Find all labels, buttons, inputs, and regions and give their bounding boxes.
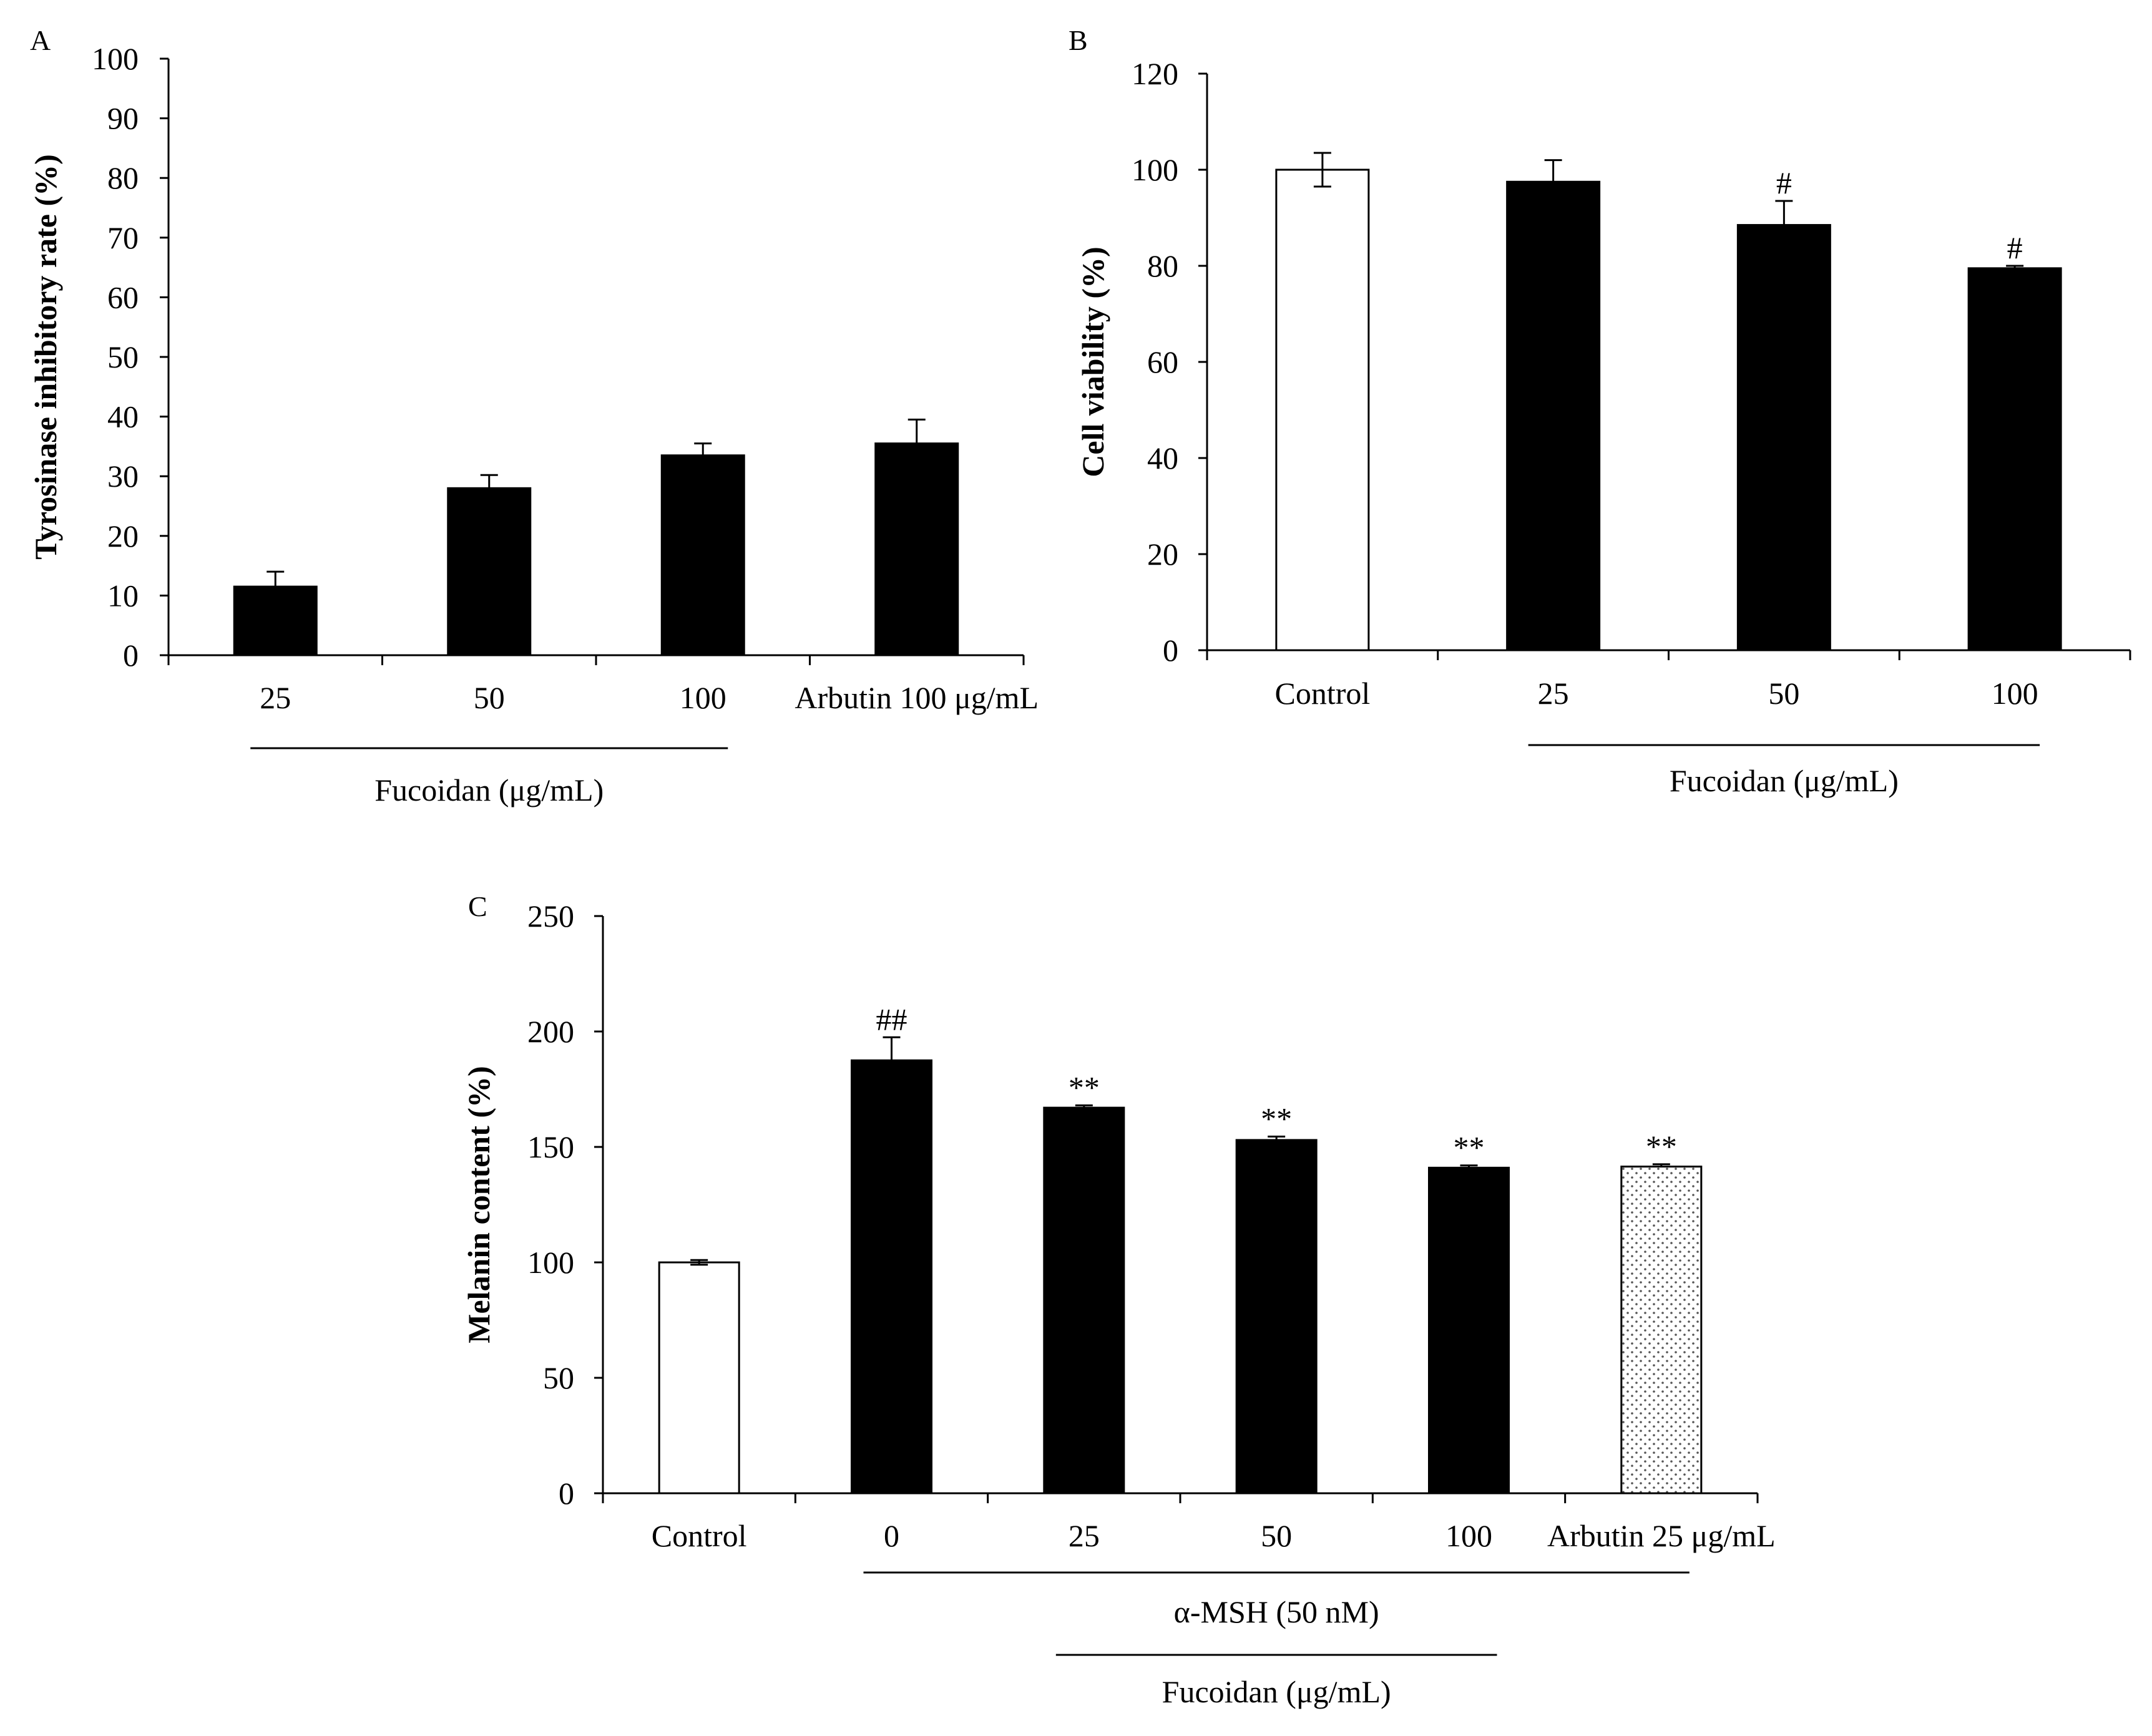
panel-b-ytick-label: 80 (1147, 248, 1178, 283)
panel-a-ytick-label: 60 (107, 280, 139, 315)
panel-c-bar (1620, 1165, 1703, 1495)
panel-c-group-label: Fucoidan (μg/mL) (1162, 1674, 1391, 1709)
panel-c-group-label: α-MSH (50 nM) (1174, 1594, 1379, 1629)
panel-b-ytick-label: 40 (1147, 441, 1178, 475)
panel-a-ytick-label: 0 (123, 638, 139, 673)
panel-b-ytick-label: 0 (1163, 633, 1178, 668)
panel-b-bar (1275, 168, 1370, 651)
panel-c-category-label: 50 (1261, 1518, 1292, 1553)
panel-c-significance-label: ** (1454, 1130, 1485, 1165)
panel-c-ytick-label: 200 (527, 1014, 574, 1049)
panel-c-ytick-label: 250 (527, 899, 574, 934)
panel-b-significance-label: # (1776, 165, 1792, 200)
panel-b-ytick-label: 20 (1147, 537, 1178, 572)
panel-a-ytick-label: 90 (107, 101, 139, 136)
panel-a-y-axis-label: Tyrosinase inhibitory rate (%) (28, 154, 63, 560)
panel-a-bar (233, 585, 318, 656)
panel-c-bar (851, 1059, 932, 1495)
panel-b-chart: B 0 20 40 60 80 100 120 Cell viability (%) Contro… (1069, 24, 2131, 798)
panel-b-y-axis-label: Cell viability (%) (1075, 246, 1110, 477)
panel-c-category-label: 0 (884, 1518, 899, 1553)
panel-b-bar (1506, 180, 1601, 651)
panel-c-letter: C (468, 890, 487, 922)
panel-c-category-label: 100 (1445, 1518, 1492, 1553)
panel-a-ytick-label: 10 (107, 578, 139, 613)
panel-a-bar (874, 442, 959, 656)
panel-c-category-label: Control (652, 1518, 747, 1553)
panel-b-bar (1967, 267, 2062, 651)
panel-a-bar (447, 487, 532, 656)
panel-a-category-label: 50 (474, 680, 505, 715)
panel-c-bar (1043, 1106, 1125, 1495)
panel-a-ytick-label: 70 (107, 220, 139, 255)
panel-a-category-label: 25 (260, 680, 291, 715)
panel-a-bar (660, 454, 745, 656)
panel-b-category-label: 100 (1992, 676, 2038, 711)
panel-b-bar (1736, 224, 1831, 651)
panel-c-bar (1428, 1166, 1510, 1495)
panel-b-ytick-label: 60 (1147, 344, 1178, 379)
panel-b-significance-label: # (2007, 230, 2023, 265)
panel-c-bar (658, 1261, 740, 1495)
panel-c-ytick-label: 0 (559, 1476, 574, 1511)
panel-a-ytick-label: 100 (92, 41, 139, 76)
panel-a-ytick-label: 80 (107, 160, 139, 195)
panel-b-ytick-label: 120 (1132, 56, 1178, 91)
panel-a-group-label: Fucoidan (μg/mL) (374, 773, 604, 807)
panel-b-ytick-label: 100 (1132, 152, 1178, 187)
panel-b-category-label: 25 (1538, 676, 1569, 711)
panel-a-ytick-label: 40 (107, 399, 139, 434)
panel-b-group-label: Fucoidan (μg/mL) (1670, 763, 1899, 798)
panel-c-significance-label: ** (1261, 1101, 1292, 1136)
panel-c-ytick-label: 100 (527, 1245, 574, 1280)
panel-c-significance-label: ## (876, 1002, 907, 1036)
panel-c-ytick-label: 150 (527, 1129, 574, 1164)
panel-c-category-label: Arbutin 25 μg/mL (1547, 1518, 1776, 1553)
panel-b-letter: B (1069, 24, 1088, 56)
panel-a-ytick-label: 30 (107, 459, 139, 494)
panel-c-significance-label: ** (1646, 1129, 1677, 1164)
panel-a-category-label: 100 (680, 680, 726, 715)
panel-c-category-label: 25 (1069, 1518, 1100, 1553)
panel-b-category-label: 50 (1768, 676, 1799, 711)
panel-c-bar (1235, 1139, 1318, 1495)
panel-c-y-axis-label: Melanin content (%) (461, 1066, 496, 1343)
panel-a-ytick-label: 50 (107, 339, 139, 374)
panel-a-chart: A 0 10 20 30 40 50 60 70 80 90 100 Tyrosinase inhibi… (28, 24, 1039, 807)
panel-c-ytick-label: 50 (543, 1360, 574, 1395)
panel-a-category-label: Arbutin 100 μg/mL (795, 680, 1039, 715)
panel-a-letter: A (30, 24, 51, 56)
panel-b-category-label: Control (1274, 676, 1370, 711)
panel-a-ytick-label: 20 (107, 519, 139, 553)
panel-c-significance-label: ** (1069, 1070, 1100, 1105)
